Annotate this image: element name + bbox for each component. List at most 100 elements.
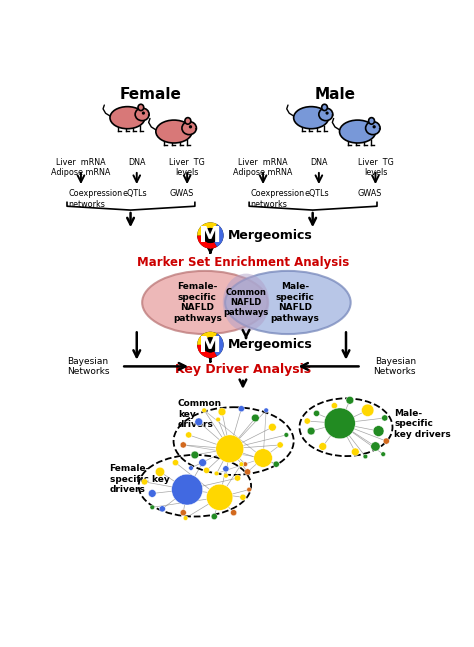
Circle shape — [155, 467, 164, 476]
Ellipse shape — [156, 120, 192, 143]
Text: Marker Set Enrichment Analysis: Marker Set Enrichment Analysis — [137, 256, 349, 269]
Circle shape — [172, 474, 202, 505]
Text: Female-
specific
NAFLD
pathways: Female- specific NAFLD pathways — [173, 282, 222, 323]
Circle shape — [319, 443, 327, 450]
Text: Coexpression
networks: Coexpression networks — [251, 190, 305, 209]
Circle shape — [373, 426, 384, 437]
Circle shape — [382, 415, 388, 421]
Circle shape — [379, 127, 381, 130]
Circle shape — [373, 125, 376, 129]
Circle shape — [238, 406, 245, 412]
Circle shape — [207, 484, 233, 510]
Text: eQTLs: eQTLs — [304, 190, 329, 198]
Wedge shape — [214, 224, 224, 247]
Circle shape — [173, 459, 179, 466]
Circle shape — [189, 466, 193, 470]
Circle shape — [239, 462, 244, 466]
Text: M: M — [199, 226, 221, 247]
Circle shape — [381, 452, 385, 457]
Circle shape — [211, 514, 218, 520]
Circle shape — [203, 337, 218, 353]
Ellipse shape — [319, 108, 333, 121]
Circle shape — [148, 114, 150, 116]
Circle shape — [331, 402, 337, 409]
Text: Common
key
drivers: Common key drivers — [178, 399, 222, 430]
Circle shape — [362, 404, 374, 417]
Circle shape — [251, 414, 259, 422]
Circle shape — [180, 442, 186, 448]
Text: Mergeomics: Mergeomics — [228, 338, 312, 351]
Ellipse shape — [223, 274, 269, 331]
Circle shape — [214, 471, 219, 476]
Circle shape — [326, 111, 328, 115]
Circle shape — [284, 433, 289, 437]
Text: GWAS: GWAS — [358, 190, 382, 198]
Circle shape — [313, 410, 319, 417]
Text: Common
NAFLD
pathways: Common NAFLD pathways — [223, 287, 269, 318]
Text: Female: Female — [120, 87, 182, 102]
Circle shape — [150, 505, 155, 510]
Wedge shape — [214, 333, 224, 356]
Ellipse shape — [365, 122, 380, 135]
Circle shape — [197, 223, 224, 248]
Text: Key Driver Analysis: Key Driver Analysis — [175, 362, 311, 375]
Circle shape — [254, 449, 273, 467]
Text: Liver  TG
levels: Liver TG levels — [357, 158, 393, 177]
Circle shape — [195, 418, 202, 426]
Ellipse shape — [225, 271, 351, 334]
Circle shape — [304, 418, 310, 424]
Circle shape — [371, 442, 380, 451]
Circle shape — [307, 427, 315, 435]
Circle shape — [273, 461, 279, 467]
Text: Bayesian
Networks: Bayesian Networks — [373, 356, 416, 376]
Text: Liver  mRNA
Adipose mRNA: Liver mRNA Adipose mRNA — [51, 158, 110, 177]
Circle shape — [363, 454, 368, 459]
Ellipse shape — [339, 120, 376, 143]
Circle shape — [189, 125, 192, 129]
Circle shape — [191, 451, 199, 459]
Circle shape — [218, 408, 226, 415]
Circle shape — [148, 490, 156, 498]
Text: DNA: DNA — [310, 158, 328, 167]
Circle shape — [331, 114, 334, 116]
Ellipse shape — [135, 108, 149, 121]
Circle shape — [235, 475, 241, 481]
Circle shape — [240, 494, 246, 500]
Text: Male-
specific
key drivers: Male- specific key drivers — [394, 409, 451, 439]
Text: Coexpression
networks: Coexpression networks — [69, 190, 123, 209]
Text: DNA: DNA — [128, 158, 146, 167]
Ellipse shape — [369, 118, 374, 124]
Circle shape — [216, 417, 220, 422]
Text: Mergeomics: Mergeomics — [228, 229, 312, 242]
Ellipse shape — [138, 104, 144, 111]
Circle shape — [216, 435, 244, 463]
Circle shape — [197, 332, 224, 358]
Circle shape — [141, 479, 147, 485]
Ellipse shape — [185, 118, 191, 124]
Wedge shape — [197, 223, 217, 236]
Circle shape — [195, 127, 197, 130]
Wedge shape — [197, 236, 217, 248]
Text: GWAS: GWAS — [170, 190, 194, 198]
Circle shape — [180, 510, 186, 516]
Circle shape — [202, 408, 207, 413]
Circle shape — [142, 111, 145, 115]
Ellipse shape — [294, 107, 328, 129]
Circle shape — [346, 397, 354, 404]
Text: eQTLs: eQTLs — [122, 190, 147, 198]
Circle shape — [268, 423, 276, 431]
Wedge shape — [197, 332, 217, 345]
Circle shape — [230, 510, 237, 516]
Text: Male: Male — [315, 87, 356, 102]
Circle shape — [243, 462, 247, 466]
Circle shape — [223, 466, 229, 472]
Circle shape — [245, 469, 251, 475]
Circle shape — [199, 459, 207, 466]
Circle shape — [247, 487, 251, 492]
Text: Liver  mRNA
Adipose mRNA: Liver mRNA Adipose mRNA — [233, 158, 293, 177]
Circle shape — [351, 448, 359, 455]
Circle shape — [277, 442, 283, 448]
Circle shape — [159, 506, 165, 512]
Text: M: M — [199, 336, 221, 356]
Circle shape — [324, 408, 356, 439]
